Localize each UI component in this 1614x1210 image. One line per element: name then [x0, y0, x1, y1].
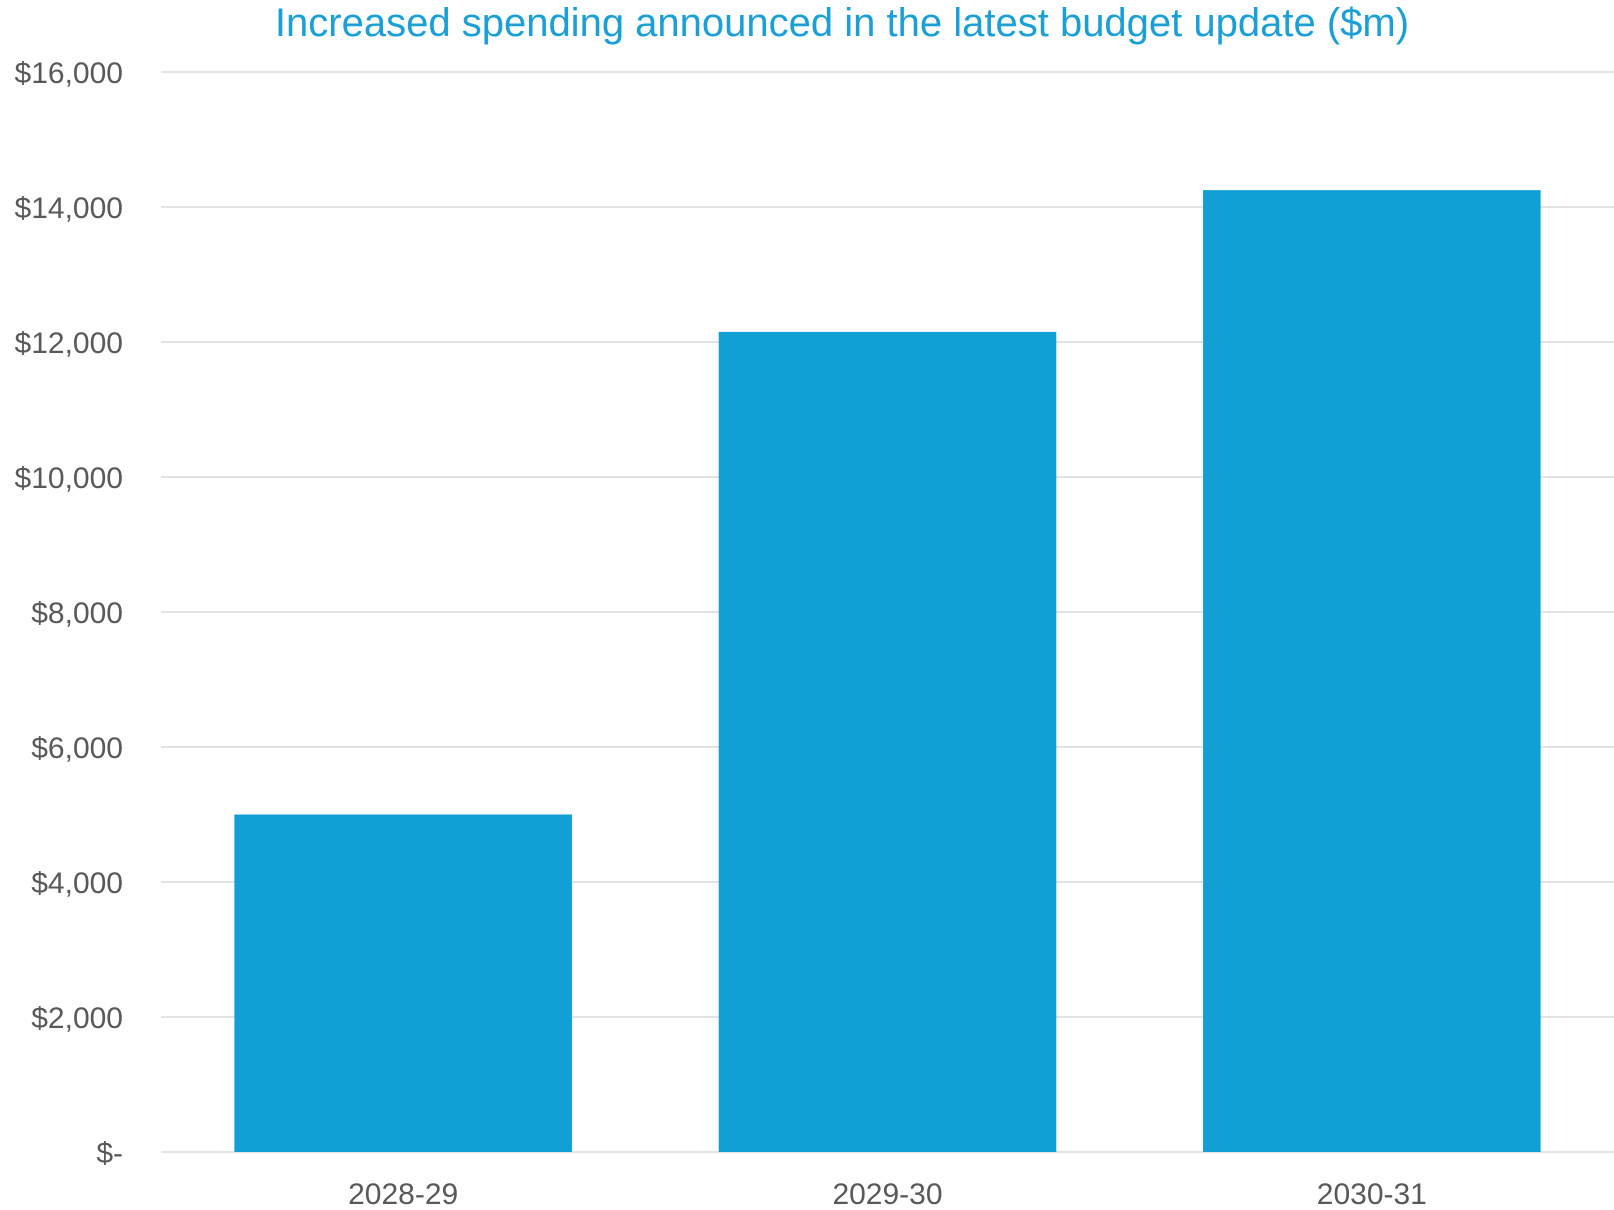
x-axis: 2028-29 2029-30 2030-31: [348, 1178, 1427, 1210]
x-tick-label: 2029-30: [832, 1178, 942, 1210]
x-tick-label: 2028-29: [348, 1178, 458, 1210]
y-tick-label: $16,000: [15, 57, 123, 90]
bar-2030-31: [1203, 190, 1541, 1152]
chart-title: Increased spending announced in the late…: [275, 1, 1409, 45]
x-tick-label: 2030-31: [1317, 1178, 1427, 1210]
y-tick-label: $8,000: [31, 597, 123, 630]
bar-2028-29: [234, 814, 572, 1152]
y-tick-label: $6,000: [31, 732, 123, 765]
bar-2029-30: [718, 331, 1057, 1152]
y-tick-label: $4,000: [31, 867, 123, 900]
y-axis: $- $2,000 $4,000 $6,000 $8,000 $10,000 $12,000…: [15, 57, 123, 1170]
y-tick-label: $10,000: [15, 462, 123, 495]
y-tick-label: $12,000: [15, 327, 123, 360]
bars: [234, 190, 1541, 1152]
y-tick-label: $2,000: [31, 1002, 123, 1035]
y-tick-label: $14,000: [15, 192, 123, 225]
y-tick-label: $-: [96, 1137, 123, 1170]
